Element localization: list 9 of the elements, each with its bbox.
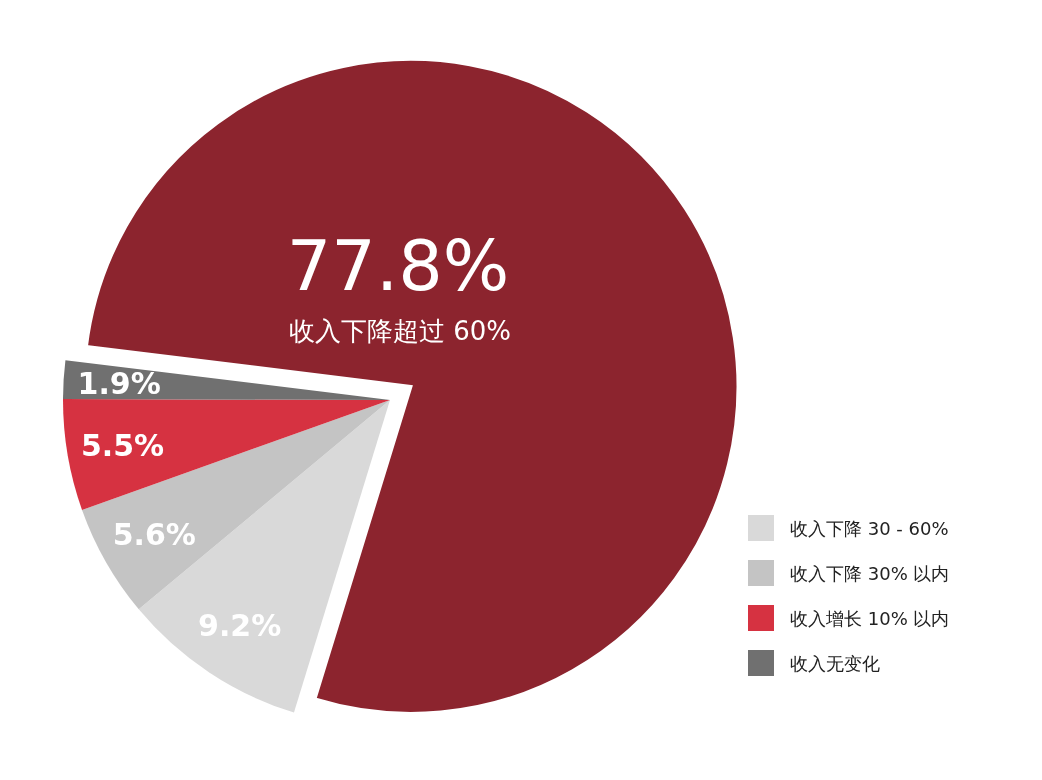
data-label: 77.8%	[286, 225, 510, 307]
legend-label: 收入下降 30% 以内	[790, 562, 950, 584]
slice-label: 收入下降超过 60%	[288, 316, 512, 346]
data-label: 5.5%	[80, 428, 165, 464]
data-label: 5.6%	[112, 517, 196, 553]
legend-label: 收入增长 10% 以内	[790, 607, 950, 629]
legend-label: 收入下降 30 - 60%	[790, 517, 949, 539]
legend-label: 收入无变化	[790, 652, 880, 674]
data-label: 1.9%	[77, 365, 161, 401]
